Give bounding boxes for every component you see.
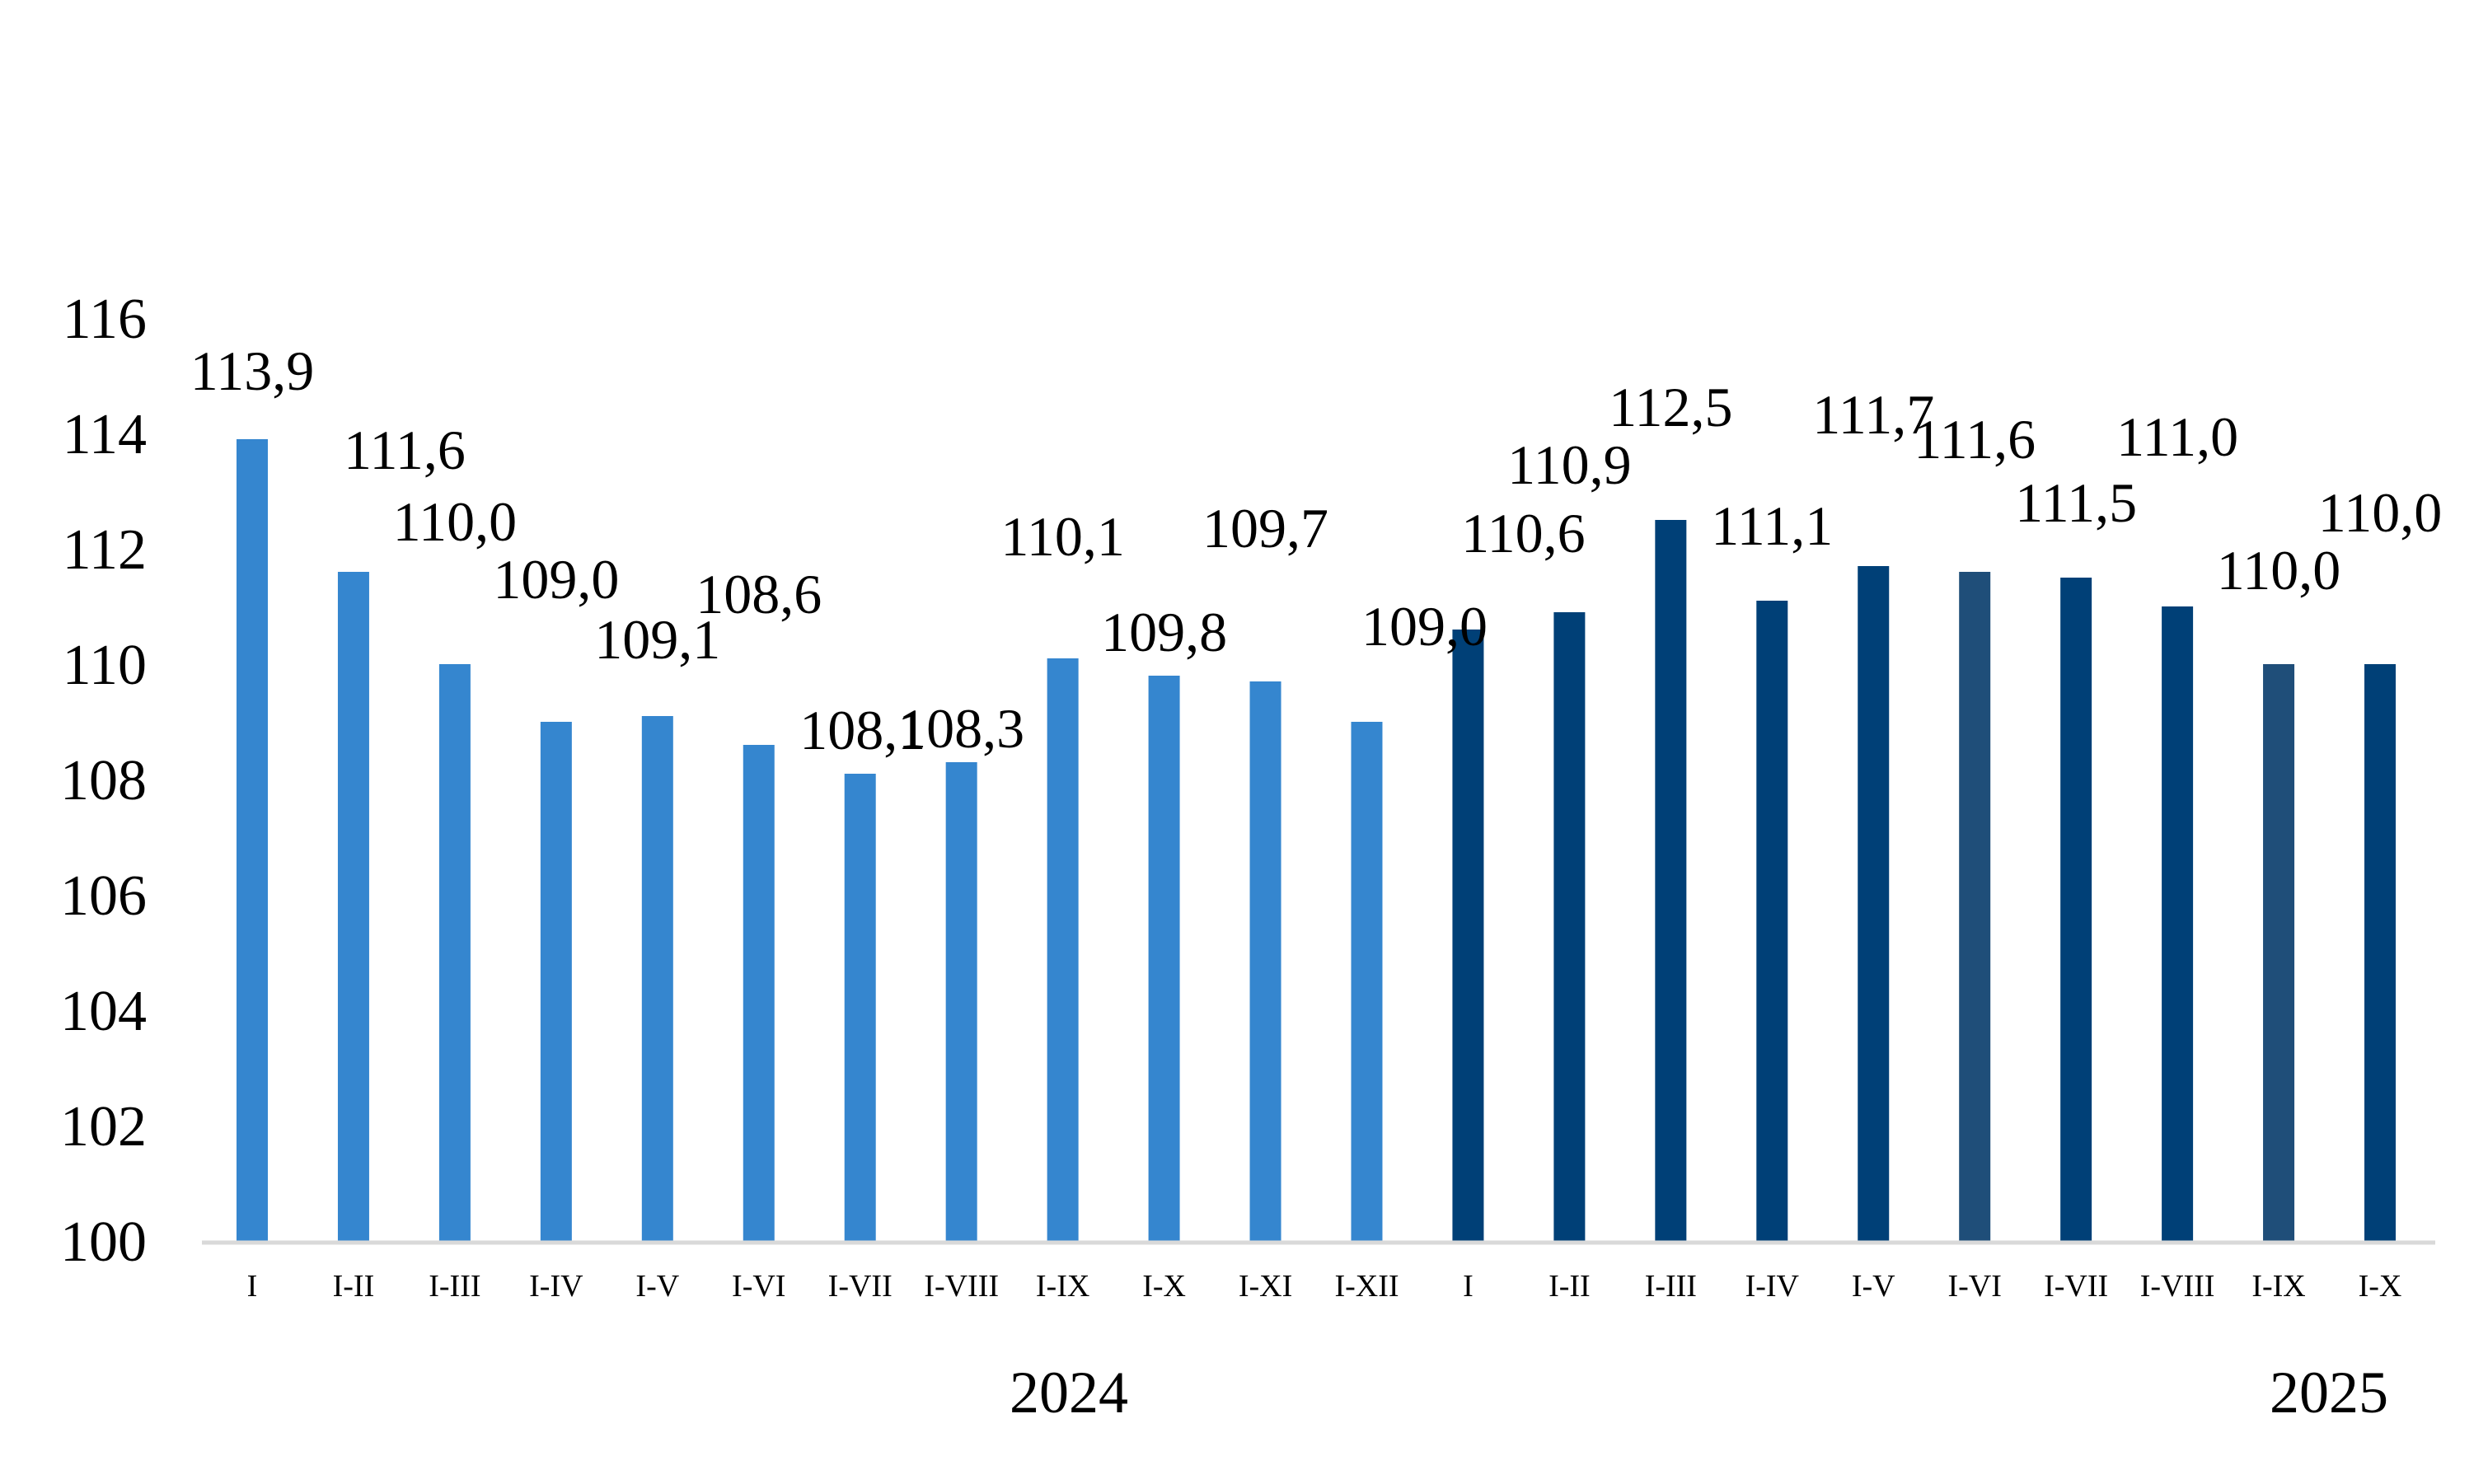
x-tick-label: I: [247, 1269, 258, 1304]
x-tick-label: I-VII: [2044, 1269, 2108, 1304]
bar: [1249, 681, 1281, 1241]
x-tick-label: I-III: [429, 1269, 480, 1304]
x-tick-label: I-IV: [529, 1269, 583, 1304]
data-label: 110,0: [393, 490, 517, 553]
x-tick-label: I-IX: [1036, 1269, 1089, 1304]
data-labels-group: 113,9111,6110,0109,0109,1108,6108,1108,3…: [190, 339, 2442, 761]
data-label: 112,5: [1609, 376, 1732, 438]
bars-group: [237, 439, 2396, 1241]
bar: [438, 664, 471, 1241]
x-tick-label: I-XII: [1334, 1269, 1399, 1304]
y-tick-label: 104: [60, 980, 147, 1043]
x-tick-label: I-VII: [828, 1269, 893, 1304]
bar: [945, 762, 977, 1241]
y-tick-label: 112: [63, 518, 147, 582]
y-tick-label: 102: [60, 1095, 147, 1159]
data-label: 110,1: [1000, 505, 1124, 568]
x-tick-label: I-IV: [1745, 1269, 1800, 1304]
data-label: 109,8: [1101, 601, 1227, 663]
data-label: 111,1: [1711, 494, 1833, 557]
bar: [743, 745, 775, 1241]
data-label: 108,3: [898, 697, 1024, 760]
data-label: 111,0: [2116, 405, 2238, 468]
data-label: 109,0: [493, 548, 619, 611]
data-label: 109,7: [1202, 497, 1328, 559]
data-label: 109,0: [1361, 595, 1488, 658]
bar: [1148, 676, 1180, 1241]
x-tick-label: I-VI: [732, 1269, 785, 1304]
bar: [1756, 601, 1788, 1241]
x-tick-label: I-IX: [2251, 1269, 2305, 1304]
x-axis-ticks: I I-II I-III I-IV I-V I-VI I-VII I-VIII I-IX I-X I…: [247, 1269, 2402, 1304]
x-tick-label: I-V: [635, 1269, 679, 1304]
bar: [237, 439, 268, 1241]
x-tick-label: I-VIII: [924, 1269, 999, 1304]
bar: [540, 722, 572, 1241]
bar: [1452, 630, 1484, 1241]
data-label: 110,0: [2217, 539, 2340, 602]
x-tick-label: I-II: [1549, 1269, 1591, 1304]
data-label: 108,1: [799, 699, 925, 761]
x-tick-label: I-X: [2359, 1269, 2402, 1304]
y-tick-label: 108: [60, 749, 147, 812]
y-tick-label: 106: [60, 864, 147, 928]
y-tick-label: 110: [63, 634, 147, 697]
bar: [1047, 658, 1079, 1241]
bar: [844, 774, 876, 1241]
bar: [2364, 664, 2396, 1241]
bar: [1351, 722, 1383, 1241]
bar: [337, 572, 369, 1241]
bar: [1553, 612, 1586, 1241]
bar: [1858, 566, 1890, 1241]
data-label: 110,9: [1507, 433, 1631, 496]
data-label: 109,1: [594, 608, 720, 671]
data-label: 111,6: [1914, 408, 2036, 470]
y-tick-label: 114: [63, 403, 147, 466]
x-tick-label: I-VI: [1947, 1269, 2001, 1304]
data-label: 108,6: [696, 563, 822, 625]
y-tick-label: 116: [63, 288, 147, 351]
bar: [2162, 606, 2194, 1241]
data-label: 111,7: [1812, 383, 1934, 446]
bar: [2263, 664, 2295, 1241]
x-tick-label: I: [1463, 1269, 1474, 1304]
x-tick-label: I-III: [1645, 1269, 1697, 1304]
x-tick-label: I-V: [1852, 1269, 1895, 1304]
x-tick-label: I-II: [333, 1269, 375, 1304]
x-tick-label: I-XI: [1239, 1269, 1292, 1304]
year-labels-group: 2024 2025: [1010, 1360, 2388, 1425]
bar: [1655, 520, 1687, 1241]
x-tick-label: I-X: [1142, 1269, 1186, 1304]
year-label: 2025: [2270, 1360, 2388, 1425]
data-label: 113,9: [190, 339, 314, 402]
y-axis-ticks: 100 102 104 106 108 110 112 114 116: [60, 288, 147, 1274]
x-tick-label: I-VIII: [2140, 1269, 2215, 1304]
bar: [1959, 572, 1991, 1241]
y-tick-label: 100: [60, 1210, 147, 1274]
bar: [2060, 578, 2092, 1241]
bar: [641, 716, 673, 1241]
data-label: 111,6: [344, 419, 466, 481]
data-label: 110,0: [2318, 481, 2442, 544]
data-label: 111,5: [2015, 471, 2137, 534]
year-label: 2024: [1010, 1360, 1128, 1425]
data-label: 110,6: [1461, 502, 1585, 564]
